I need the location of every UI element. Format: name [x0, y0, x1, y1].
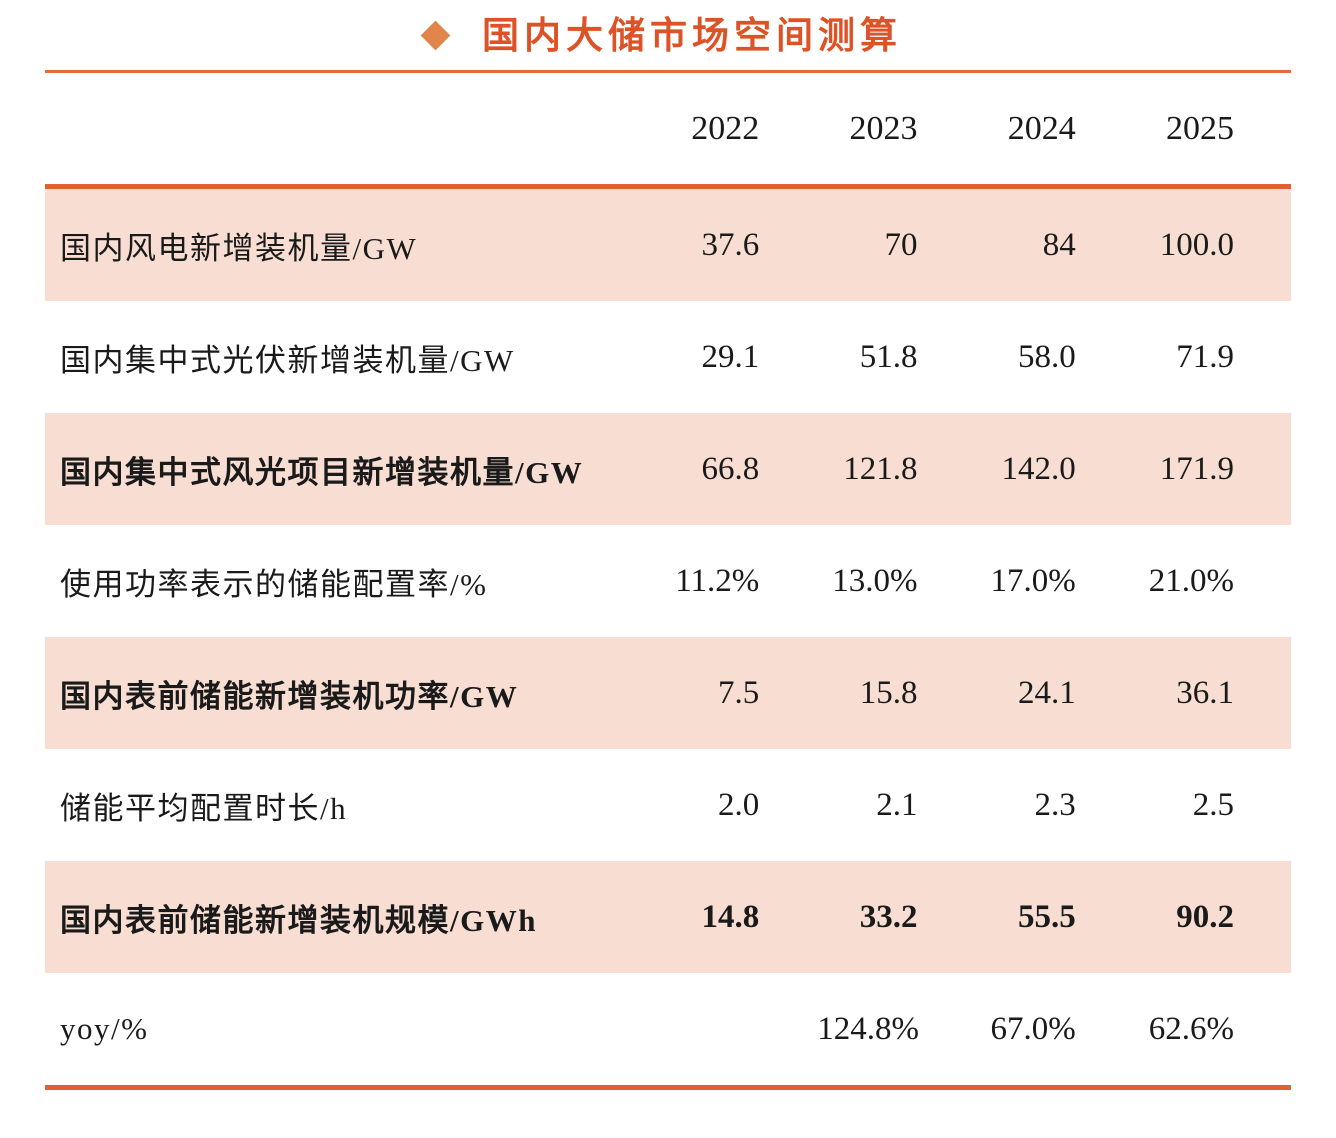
- table-row-front-of-meter-storage-scale: 国内表前储能新增装机规模/GWh 14.8 33.2 55.5 90.2: [45, 861, 1291, 973]
- cell-value: 100.0: [1132, 186, 1291, 301]
- market-estimate-table: 2022 2023 2024 2025 国内风电新增装机量/GW 37.6 70…: [45, 73, 1291, 1090]
- cell-value: 51.8: [859, 338, 918, 375]
- year-header-row: 2022 2023 2024 2025: [45, 73, 1291, 189]
- table-row-yoy: yoy/% 124.8% 67.0% 62.6%: [45, 973, 1291, 1088]
- cell-value: 33.2: [816, 861, 975, 973]
- diamond-bullet-icon: [420, 20, 451, 50]
- cell-value: 2.1: [876, 786, 918, 823]
- table-row-centralized-pv-new-capacity: 国内集中式光伏新增装机量/GW 29.1 51.8 58.0 71.9: [45, 301, 1291, 413]
- row-label: yoy/%: [60, 1011, 149, 1046]
- cell-value: 14.8: [657, 861, 817, 973]
- cell-value: 67.0%: [990, 1010, 1076, 1047]
- table-row-wind-solar-project-new-capacity: 国内集中式风光项目新增装机量/GW 66.8 121.8 142.0 171.9: [45, 413, 1291, 525]
- cell-value: 17.0%: [990, 562, 1076, 599]
- cell-value: 7.5: [657, 637, 817, 749]
- row-label: 使用功率表示的储能配置率/%: [60, 566, 488, 602]
- cell-value: 2.3: [1034, 786, 1076, 823]
- cell-value: 66.8: [657, 413, 817, 525]
- table-row-average-storage-duration: 储能平均配置时长/h 2.0 2.1 2.3 2.5: [45, 749, 1291, 861]
- row-label: 国内表前储能新增装机功率/GW: [45, 637, 658, 749]
- row-label: 国内集中式光伏新增装机量/GW: [60, 342, 515, 378]
- cell-value: 21.0%: [1148, 562, 1234, 599]
- cell-value: 2.5: [1192, 786, 1234, 823]
- table-row-front-of-meter-storage-power: 国内表前储能新增装机功率/GW 7.5 15.8 24.1 36.1: [45, 637, 1291, 749]
- cell-value: 84: [974, 186, 1133, 301]
- cell-value: 36.1: [1132, 637, 1291, 749]
- row-label: 国内集中式风光项目新增装机量/GW: [45, 413, 658, 525]
- row-label: 国内表前储能新增装机规模/GWh: [45, 861, 658, 973]
- cell-value: 121.8: [816, 413, 975, 525]
- cell-value: 24.1: [974, 637, 1133, 749]
- year-header-2023: 2023: [816, 73, 975, 189]
- cell-value: 171.9: [1132, 413, 1291, 525]
- row-label: 国内风电新增装机量/GW: [45, 186, 658, 301]
- year-header-2025: 2025: [1132, 73, 1291, 189]
- cell-value: [658, 973, 816, 1088]
- cell-value: 62.6%: [1148, 1010, 1234, 1047]
- cell-value: 90.2: [1132, 861, 1291, 973]
- cell-value: 124.8%: [817, 1010, 919, 1047]
- cell-value: 15.8: [816, 637, 975, 749]
- table-row-storage-power-ratio: 使用功率表示的储能配置率/% 11.2% 13.0% 17.0% 21.0%: [45, 525, 1291, 637]
- cell-value: 142.0: [974, 413, 1133, 525]
- cell-value: 29.1: [701, 338, 760, 375]
- year-header-2022: 2022: [657, 73, 817, 189]
- cell-value: 13.0%: [832, 562, 918, 599]
- year-header-2024: 2024: [974, 73, 1133, 189]
- cell-value: 71.9: [1176, 338, 1234, 375]
- page-title: 国内大储市场空间测算: [482, 15, 902, 57]
- cell-value: 37.6: [657, 186, 817, 301]
- table-title-row: 国内大储市场空间测算: [420, 0, 1336, 70]
- cell-value: 11.2%: [675, 562, 760, 599]
- title-divider: [45, 70, 1291, 73]
- cell-value: 58.0: [1017, 338, 1076, 375]
- empty-header-cell: [45, 73, 658, 189]
- cell-value: 70: [816, 186, 975, 301]
- row-label: 储能平均配置时长/h: [60, 790, 348, 826]
- cell-value: 55.5: [974, 861, 1133, 973]
- cell-value: 2.0: [717, 786, 760, 823]
- table-row-wind-new-capacity: 国内风电新增装机量/GW 37.6 70 84 100.0: [45, 186, 1291, 301]
